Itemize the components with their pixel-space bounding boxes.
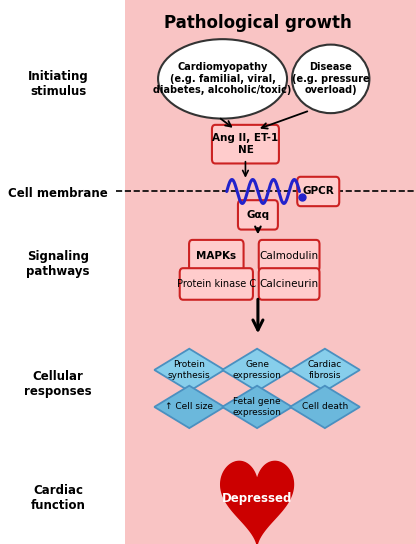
Text: Cardiomyopathy
(e.g. familial, viral,
diabetes, alcoholic/toxic): Cardiomyopathy (e.g. familial, viral, di…: [154, 62, 292, 96]
FancyBboxPatch shape: [189, 240, 244, 271]
Text: MAPKs: MAPKs: [196, 251, 236, 261]
Polygon shape: [220, 461, 294, 544]
FancyBboxPatch shape: [297, 177, 339, 206]
Text: Protein
synthesis: Protein synthesis: [168, 360, 210, 380]
FancyBboxPatch shape: [180, 268, 253, 300]
Text: Gαq: Gαq: [246, 210, 270, 220]
FancyBboxPatch shape: [238, 200, 278, 230]
Text: Fetal gene
expression: Fetal gene expression: [233, 397, 282, 417]
Text: Cell membrane: Cell membrane: [8, 187, 108, 200]
Text: Signaling
pathways: Signaling pathways: [27, 250, 90, 278]
Text: ↑ Cell size: ↑ Cell size: [165, 403, 213, 411]
Text: Cellular
responses: Cellular responses: [25, 369, 92, 398]
FancyBboxPatch shape: [259, 240, 319, 271]
Polygon shape: [222, 386, 292, 428]
Text: Protein kinase C: Protein kinase C: [177, 279, 256, 289]
Polygon shape: [290, 349, 360, 391]
Polygon shape: [154, 349, 224, 391]
Text: Gene
expression: Gene expression: [233, 360, 282, 380]
Text: GPCR: GPCR: [302, 187, 334, 196]
Polygon shape: [222, 349, 292, 391]
Text: Disease
(e.g. pressure
overload): Disease (e.g. pressure overload): [292, 62, 369, 96]
Text: Cardiac
fibrosis: Cardiac fibrosis: [308, 360, 342, 380]
Text: Cell death: Cell death: [302, 403, 348, 411]
Ellipse shape: [292, 45, 369, 113]
Text: Calmodulin: Calmodulin: [260, 251, 319, 261]
Text: Calcineurin: Calcineurin: [260, 279, 319, 289]
Polygon shape: [290, 386, 360, 428]
Text: Cardiac
function: Cardiac function: [31, 484, 86, 512]
Text: Ang II, ET-1
NE: Ang II, ET-1 NE: [212, 133, 279, 155]
Text: Pathological growth: Pathological growth: [164, 14, 352, 32]
Text: Depressed: Depressed: [222, 492, 292, 505]
Ellipse shape: [158, 39, 287, 119]
FancyBboxPatch shape: [212, 125, 279, 163]
Text: Initiating
stimulus: Initiating stimulus: [28, 70, 89, 98]
Polygon shape: [154, 386, 224, 428]
FancyBboxPatch shape: [259, 268, 319, 300]
